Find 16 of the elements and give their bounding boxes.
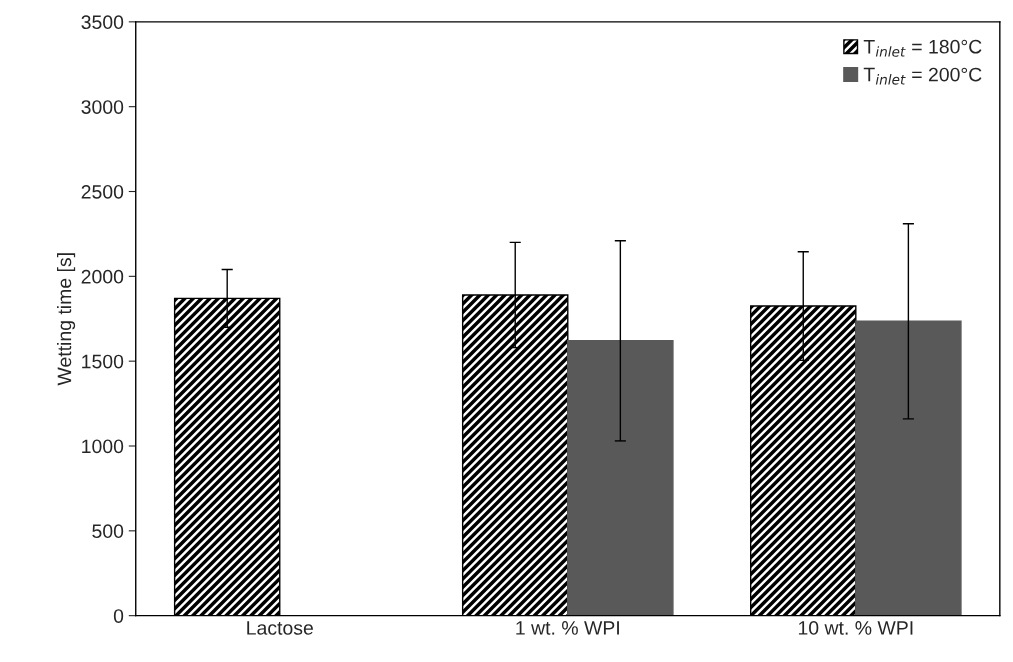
y-tick-label: 3500 [81,15,124,30]
y-tick-label: 0 [113,609,124,623]
y-tick-label: 3000 [81,100,124,114]
legend-label: T$_{inlet}$ = 180°C [863,39,982,57]
y-tick-label: 1000 [82,439,124,454]
y-tick-label: 2000 [81,269,124,284]
x-tick-label: Lactose [247,621,313,635]
y-tick-label: 1500 [82,354,124,369]
x-tick-label: 1 wt. % WPI [516,621,619,635]
y-axis-title: Wetting time [s] [57,253,76,386]
y-tick-label: 500 [92,524,124,539]
y-tick-label: 2500 [81,184,124,199]
bar [567,340,674,616]
x-tick-label: 10 wt. % WPI [798,621,913,635]
bar [855,320,962,616]
legend-label: T$_{inlet}$ = 200°C [863,67,982,85]
